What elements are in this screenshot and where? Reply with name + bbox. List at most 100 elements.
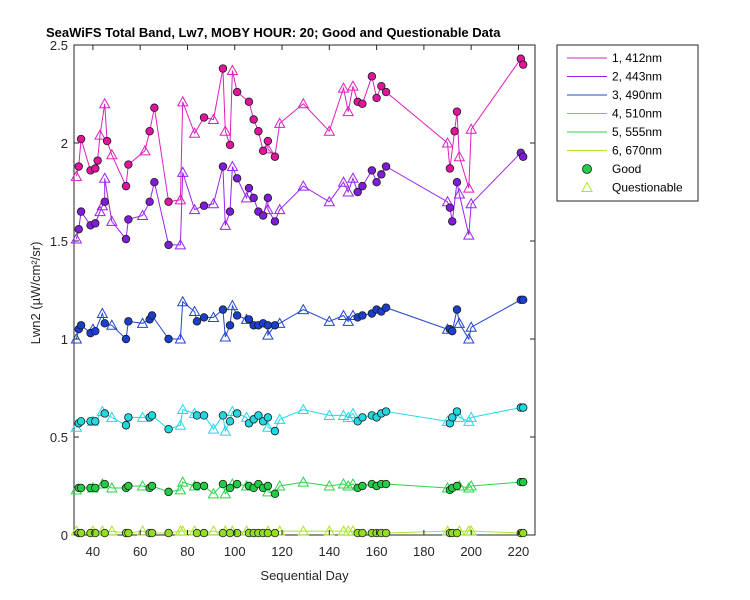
good-point — [367, 166, 377, 175]
good-point — [147, 311, 157, 320]
questionable-point — [176, 403, 189, 415]
chart-title: SeaWiFS Total Band, Lw7, MOBY HOUR: 20; … — [46, 25, 501, 40]
good-point — [381, 162, 391, 171]
questionable-point — [337, 82, 350, 93]
questionable-point — [323, 195, 336, 207]
questionable-point — [323, 479, 336, 491]
x-tick-label: 80 — [180, 544, 194, 559]
questionable-point — [70, 170, 83, 181]
good-point — [192, 481, 202, 491]
questionable-point — [347, 478, 359, 489]
good-point — [164, 528, 173, 538]
legend-good-marker — [582, 164, 592, 174]
good-point — [192, 411, 202, 420]
good-point — [164, 334, 173, 344]
legend-label: 4, 510nm — [612, 107, 662, 121]
questionable-point — [337, 176, 350, 187]
good-point — [76, 417, 86, 426]
questionable-point — [273, 413, 286, 424]
good-point — [244, 315, 254, 324]
questionable-point — [465, 321, 478, 332]
questionable-point — [297, 180, 310, 191]
questionable-point — [105, 411, 118, 422]
good-point — [372, 93, 381, 103]
good-point — [100, 319, 109, 328]
good-point — [150, 177, 159, 187]
questionable-point — [96, 307, 109, 319]
questionable-point — [136, 317, 149, 328]
questionable-point — [176, 476, 189, 487]
x-tick-label: 220 — [508, 544, 530, 559]
good-point — [91, 483, 100, 493]
good-point — [263, 528, 273, 538]
questionable-point — [297, 403, 310, 415]
good-point — [381, 407, 391, 416]
good-point — [518, 477, 528, 487]
legend-questionable-marker — [581, 181, 593, 192]
good-point — [164, 240, 173, 250]
good-point — [358, 528, 367, 538]
good-point — [367, 72, 377, 81]
questionable-point — [136, 479, 149, 491]
questionable-point — [174, 419, 187, 430]
plot-frame — [73, 44, 536, 536]
good-point — [263, 136, 273, 146]
questionable-point — [98, 97, 111, 109]
good-point — [91, 164, 100, 173]
x-tick-label: 160 — [366, 544, 388, 559]
good-point — [76, 134, 86, 144]
good-point — [452, 407, 462, 416]
questionable-point — [462, 182, 475, 193]
questionable-point — [176, 95, 189, 107]
questionable-point — [342, 105, 355, 117]
good-point — [263, 321, 273, 330]
questionable-point — [465, 197, 478, 209]
good-point — [225, 140, 235, 150]
questionable-point — [226, 299, 239, 311]
questionable-point — [273, 479, 286, 491]
y-tick-label: 1 — [61, 332, 68, 347]
questionable-point — [465, 411, 478, 422]
good-point — [448, 326, 457, 336]
questionable-point — [273, 203, 286, 215]
good-point — [147, 411, 157, 420]
good-point — [145, 127, 154, 136]
good-point — [448, 413, 457, 422]
good-point — [76, 207, 86, 216]
legend-label: 5, 555nm — [612, 125, 662, 139]
questionable-point — [342, 411, 355, 422]
good-point — [124, 317, 133, 326]
questionable-point — [136, 411, 149, 422]
good-point — [218, 64, 228, 73]
good-point — [124, 215, 133, 224]
good-point — [358, 311, 367, 320]
good-point — [93, 156, 102, 165]
good-point — [76, 321, 86, 330]
legend-box — [556, 44, 699, 202]
x-axis-ticks: 40 60 80 100 120 140 160 180 200 220 — [86, 45, 530, 559]
good-point — [225, 483, 235, 493]
good-point — [147, 481, 157, 491]
questionable-point — [337, 409, 350, 420]
good-point — [452, 481, 462, 491]
x-tick-label: 200 — [460, 544, 482, 559]
good-point — [244, 183, 254, 193]
questionable-point — [453, 187, 466, 199]
good-point — [74, 162, 83, 171]
x-tick-label: 180 — [413, 544, 435, 559]
x-tick-label: 120 — [271, 544, 293, 559]
good-point — [518, 295, 528, 304]
questionable-point — [105, 319, 118, 330]
questionable-point — [347, 172, 359, 183]
good-point — [232, 311, 242, 320]
questionable-point — [207, 525, 220, 536]
good-point — [263, 481, 273, 491]
good-point — [225, 321, 235, 330]
questionable-point — [323, 315, 336, 326]
good-point — [270, 217, 280, 226]
good-point — [164, 424, 173, 434]
questionable-point — [136, 209, 149, 221]
good-point — [452, 528, 462, 538]
good-point — [381, 303, 391, 312]
